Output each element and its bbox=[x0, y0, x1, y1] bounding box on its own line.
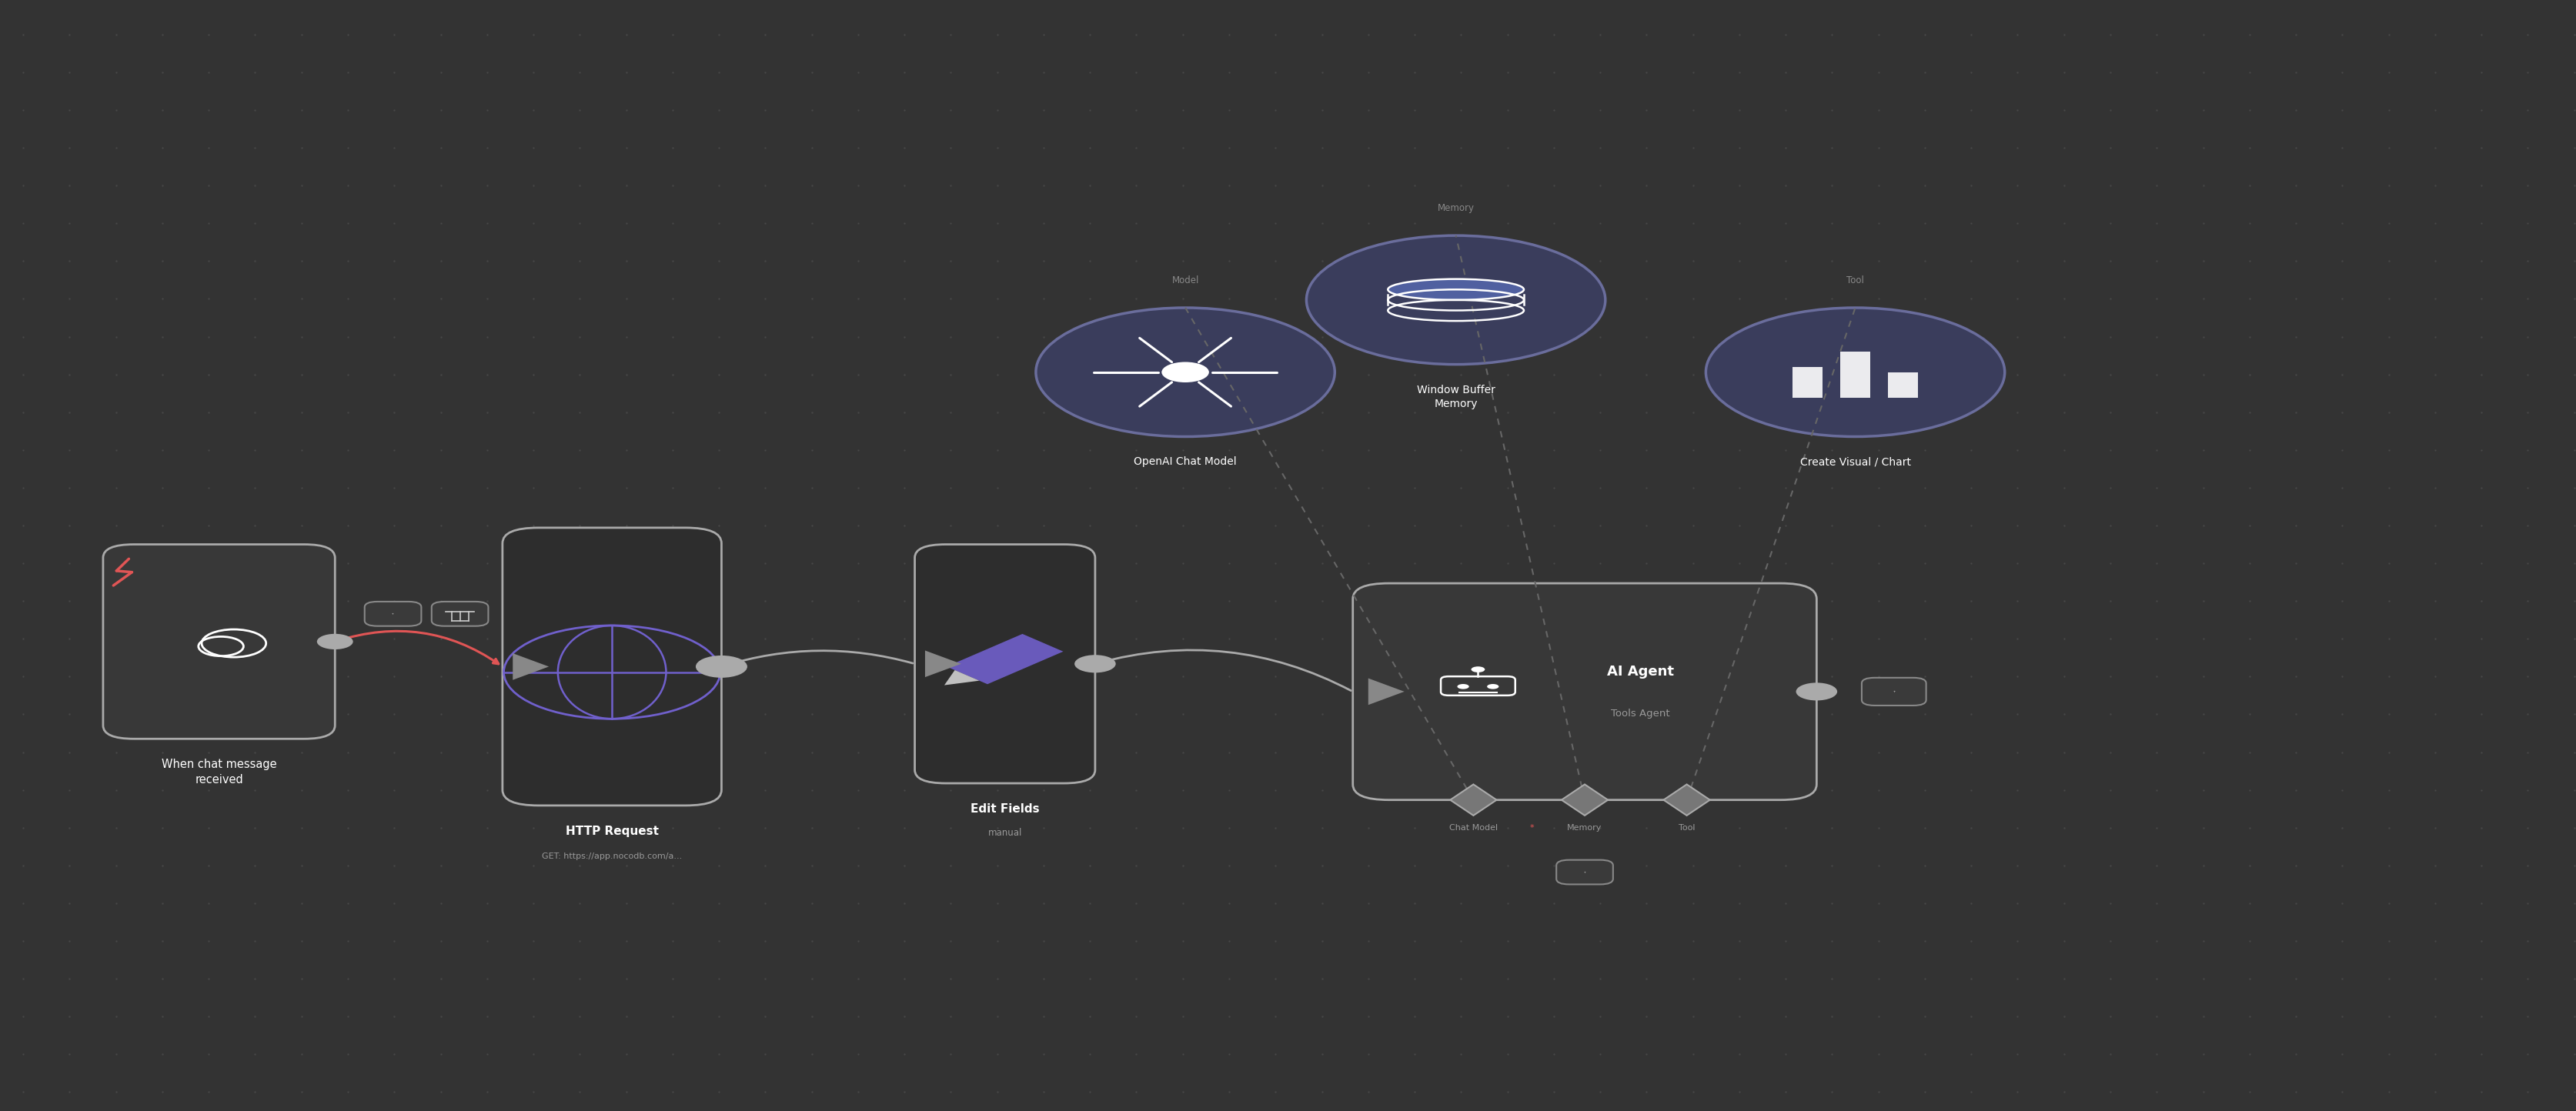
Text: Tool: Tool bbox=[1677, 824, 1695, 832]
Bar bbox=[1793, 367, 1821, 398]
Text: GET: https://app.nocodb.com/a...: GET: https://app.nocodb.com/a... bbox=[541, 852, 683, 860]
Text: Memory: Memory bbox=[1566, 824, 1602, 832]
FancyArrowPatch shape bbox=[724, 651, 912, 665]
FancyBboxPatch shape bbox=[1862, 678, 1927, 705]
Circle shape bbox=[1486, 684, 1499, 689]
FancyBboxPatch shape bbox=[430, 601, 487, 625]
Circle shape bbox=[1074, 655, 1115, 673]
Circle shape bbox=[1458, 684, 1468, 689]
FancyArrowPatch shape bbox=[337, 631, 497, 664]
Circle shape bbox=[1306, 236, 1605, 364]
Text: Model: Model bbox=[1172, 276, 1198, 286]
Text: When chat message
received: When chat message received bbox=[162, 759, 276, 785]
Text: Tools Agent: Tools Agent bbox=[1610, 709, 1669, 719]
Circle shape bbox=[1705, 308, 2004, 437]
FancyBboxPatch shape bbox=[1352, 583, 1816, 800]
Circle shape bbox=[696, 655, 747, 678]
Text: Tool: Tool bbox=[1847, 276, 1862, 286]
Circle shape bbox=[1795, 682, 1837, 700]
Polygon shape bbox=[1561, 784, 1607, 815]
FancyBboxPatch shape bbox=[366, 601, 422, 625]
FancyBboxPatch shape bbox=[103, 544, 335, 739]
Bar bbox=[1839, 351, 1870, 398]
Bar bbox=[1888, 372, 1917, 398]
Polygon shape bbox=[945, 634, 1064, 684]
Text: Chat Model: Chat Model bbox=[1448, 824, 1497, 832]
Text: *: * bbox=[1530, 824, 1533, 832]
Circle shape bbox=[317, 633, 353, 649]
Text: Create Visual / Chart: Create Visual / Chart bbox=[1798, 457, 1911, 468]
Ellipse shape bbox=[1388, 279, 1522, 300]
FancyBboxPatch shape bbox=[1556, 860, 1613, 884]
Polygon shape bbox=[1368, 678, 1404, 704]
Text: HTTP Request: HTTP Request bbox=[564, 825, 659, 837]
Text: Memory: Memory bbox=[1437, 203, 1473, 213]
Polygon shape bbox=[1450, 784, 1497, 815]
Text: Window Buffer
Memory: Window Buffer Memory bbox=[1417, 384, 1494, 409]
FancyBboxPatch shape bbox=[914, 544, 1095, 783]
Circle shape bbox=[1471, 667, 1484, 672]
FancyArrowPatch shape bbox=[1097, 650, 1350, 691]
Text: manual: manual bbox=[987, 828, 1023, 838]
Polygon shape bbox=[513, 653, 549, 680]
Circle shape bbox=[1162, 362, 1208, 382]
Text: Edit Fields: Edit Fields bbox=[971, 803, 1038, 814]
Text: AI Agent: AI Agent bbox=[1607, 664, 1674, 679]
Polygon shape bbox=[943, 670, 979, 685]
Polygon shape bbox=[925, 650, 961, 678]
Polygon shape bbox=[1664, 784, 1710, 815]
Circle shape bbox=[1036, 308, 1334, 437]
Text: OpenAI Chat Model: OpenAI Chat Model bbox=[1133, 457, 1236, 468]
FancyBboxPatch shape bbox=[502, 528, 721, 805]
